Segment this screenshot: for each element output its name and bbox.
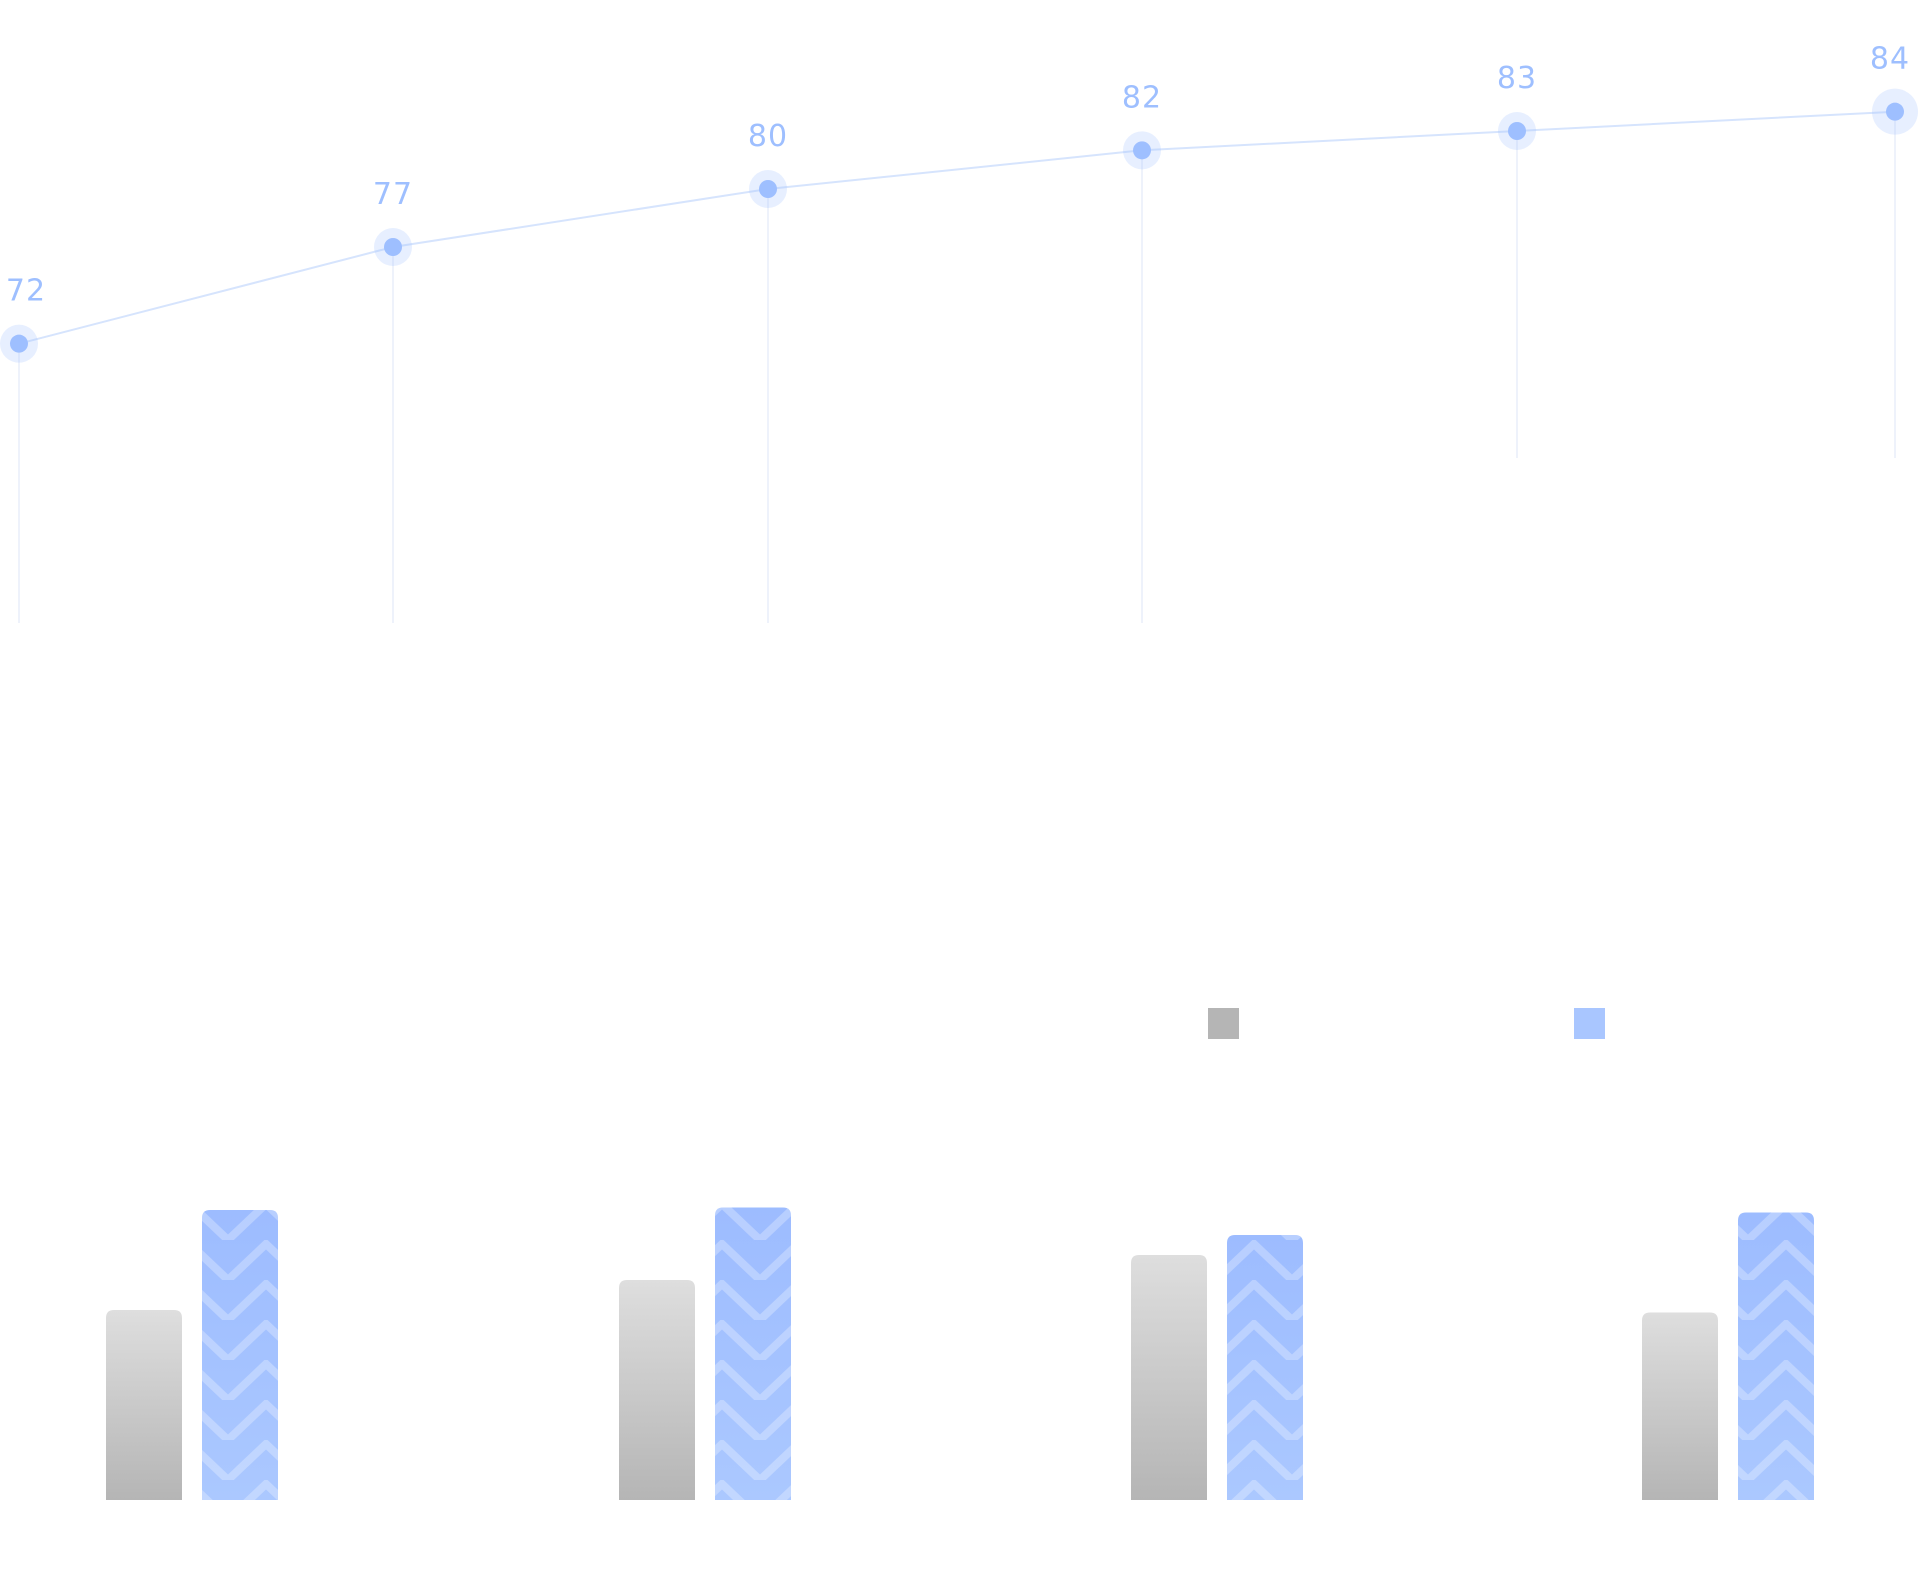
line-chart: 72 77 80 82 83 84 [0,42,1918,623]
bar-chevron-pattern [202,1210,278,1500]
line-data-label: 84 [1870,42,1910,77]
bar-chevron-pattern [715,1207,791,1500]
line-data-label: 83 [1497,61,1537,96]
bar-series-1 [106,1310,182,1500]
line-point [1508,122,1526,140]
line-data-labels: 72 77 80 82 83 84 [6,42,1910,309]
line-data-label: 77 [373,177,413,212]
line-data-label: 82 [1122,80,1162,115]
line-point [1886,102,1904,121]
legend-swatch-series-1 [1208,1008,1239,1039]
line-point [759,180,777,198]
bar-series-1 [619,1280,695,1500]
line-points [0,88,1918,363]
bar-series-1 [1642,1312,1718,1500]
bar-series-1 [1131,1255,1207,1500]
line-point [384,238,402,256]
line-data-label: 80 [748,119,788,154]
bar-chevron-pattern [1227,1235,1303,1500]
bar-chevron-pattern [1738,1212,1814,1500]
line-point [10,334,28,353]
drop-lines [18,111,1896,623]
line-data-label: 72 [6,274,46,309]
legend-swatch-series-2 [1574,1008,1605,1039]
trend-line [18,110,1896,345]
legend [1208,1008,1605,1039]
bar-chart [106,1207,1814,1500]
line-point [1133,141,1151,160]
